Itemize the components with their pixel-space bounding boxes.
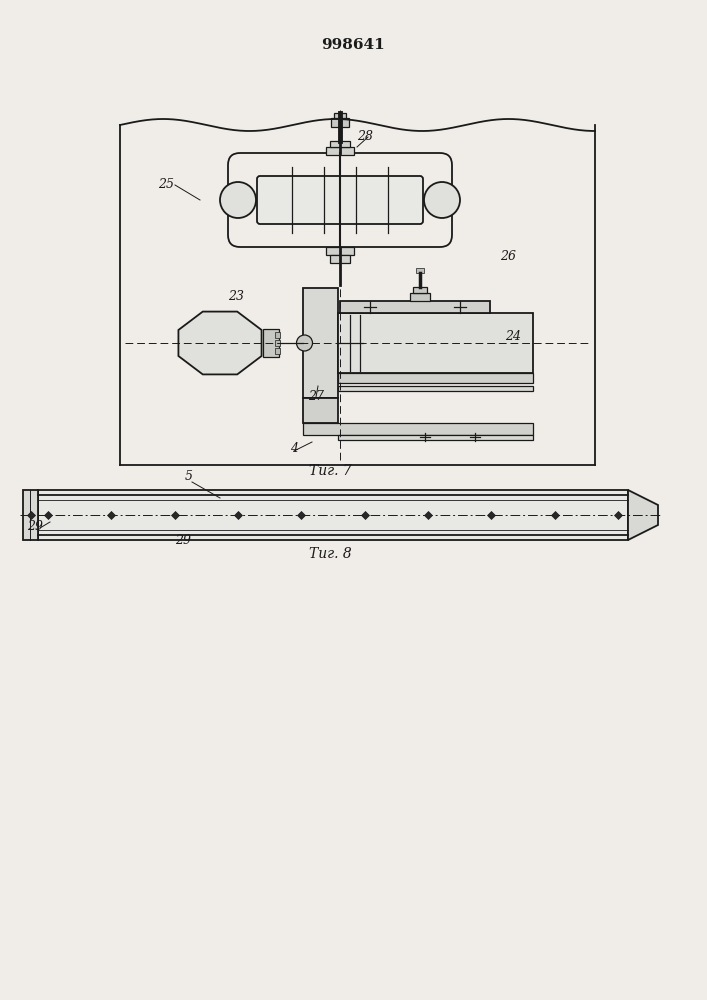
Text: 4: 4: [290, 442, 298, 455]
Bar: [23, 490, 38, 540]
Bar: [263, 329, 279, 357]
Text: 5: 5: [185, 470, 193, 483]
Bar: [337, 373, 532, 383]
Bar: [303, 288, 337, 398]
Bar: [337, 313, 532, 373]
Text: 26: 26: [500, 250, 516, 263]
Text: 29: 29: [27, 520, 43, 533]
Bar: [334, 113, 346, 118]
Bar: [410, 293, 430, 301]
Bar: [275, 332, 280, 338]
Text: Τиг. 7: Τиг. 7: [309, 464, 351, 478]
Text: 28: 28: [357, 130, 373, 143]
Polygon shape: [178, 312, 262, 374]
Text: 998641: 998641: [321, 38, 385, 52]
Bar: [303, 398, 337, 423]
Circle shape: [296, 335, 312, 351]
Text: 25: 25: [158, 178, 174, 191]
Circle shape: [220, 182, 256, 218]
Bar: [331, 118, 349, 127]
Bar: [303, 423, 532, 435]
Text: 23: 23: [228, 290, 244, 303]
Bar: [38, 490, 628, 540]
Bar: [330, 141, 350, 147]
Bar: [337, 435, 532, 440]
Bar: [413, 287, 427, 293]
Bar: [416, 268, 424, 273]
Bar: [340, 301, 490, 313]
Text: 27: 27: [308, 390, 324, 403]
Bar: [275, 340, 280, 346]
Polygon shape: [628, 490, 658, 540]
Bar: [326, 147, 354, 155]
Circle shape: [424, 182, 460, 218]
Bar: [330, 255, 350, 263]
Bar: [326, 247, 354, 255]
Bar: [275, 348, 280, 354]
FancyBboxPatch shape: [257, 176, 423, 224]
Text: 29: 29: [175, 534, 191, 547]
Text: Τиг. 8: Τиг. 8: [309, 547, 351, 561]
Bar: [337, 386, 532, 391]
Text: 24: 24: [505, 330, 521, 343]
